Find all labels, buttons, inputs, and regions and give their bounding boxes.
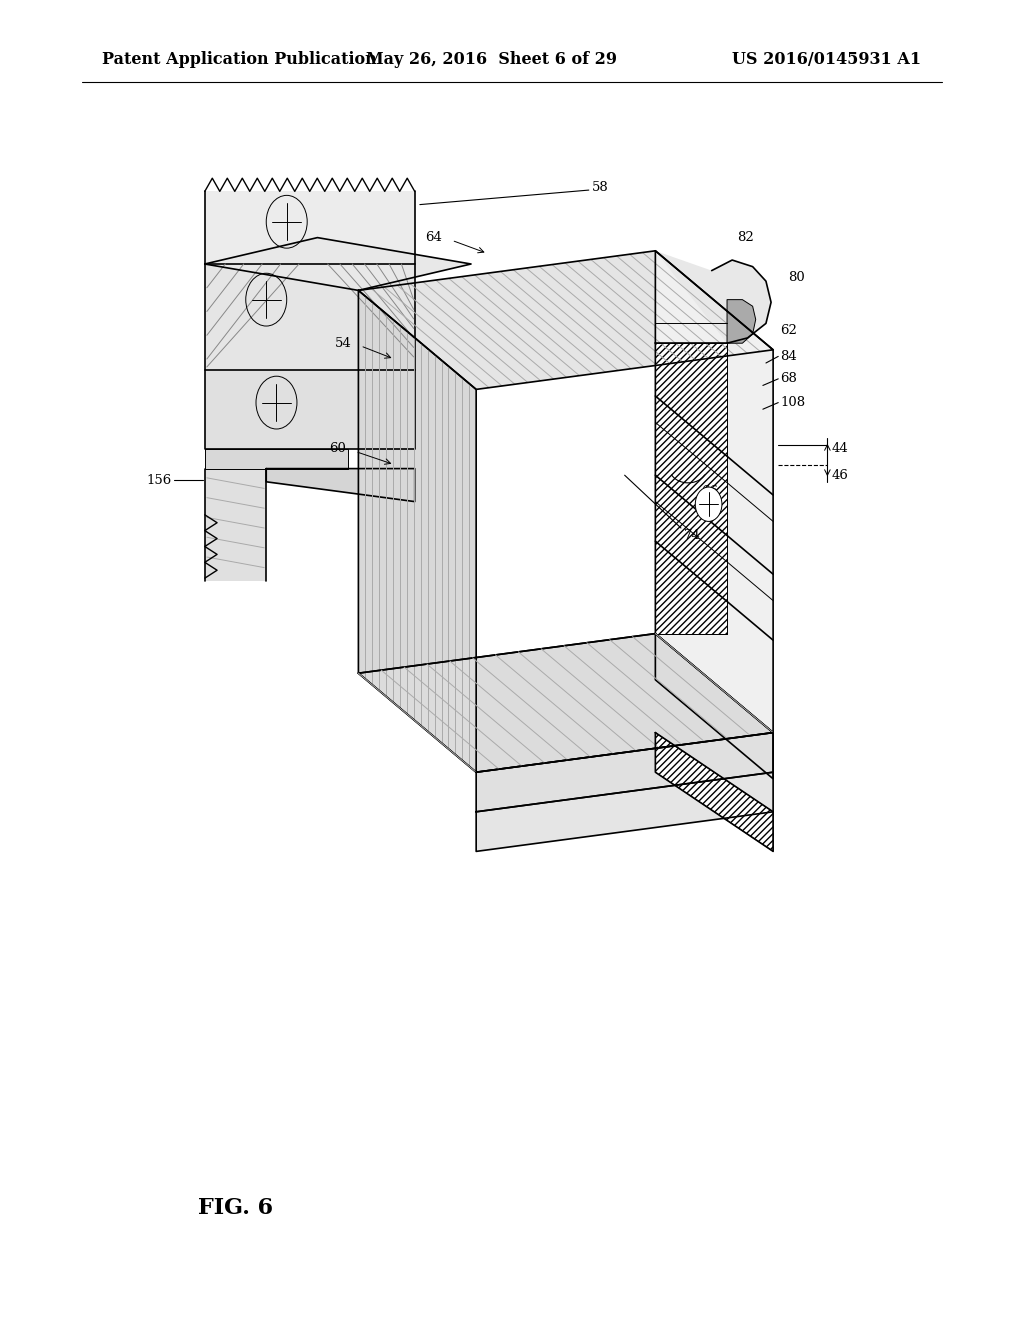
Polygon shape: [727, 300, 756, 343]
Polygon shape: [358, 251, 773, 389]
Polygon shape: [476, 772, 773, 851]
Polygon shape: [655, 251, 771, 343]
Text: 62: 62: [780, 323, 797, 337]
Polygon shape: [655, 634, 773, 779]
Polygon shape: [358, 634, 773, 772]
Text: 58: 58: [592, 181, 608, 194]
Circle shape: [695, 487, 722, 521]
Text: 84: 84: [780, 350, 797, 363]
Text: 66: 66: [701, 484, 719, 498]
Text: 60: 60: [330, 442, 346, 455]
Polygon shape: [205, 449, 348, 469]
Text: 156: 156: [146, 474, 172, 487]
Polygon shape: [205, 469, 266, 581]
Text: Patent Application Publication: Patent Application Publication: [102, 51, 377, 67]
Polygon shape: [205, 370, 415, 449]
Polygon shape: [476, 733, 773, 812]
Text: 54: 54: [335, 337, 351, 350]
Polygon shape: [266, 469, 415, 502]
Text: FIG. 6: FIG. 6: [198, 1197, 273, 1218]
Text: 46: 46: [831, 469, 848, 482]
Polygon shape: [205, 264, 415, 370]
Text: 64: 64: [426, 231, 442, 244]
Text: 68: 68: [780, 372, 797, 385]
Polygon shape: [655, 251, 773, 733]
Text: 82: 82: [737, 231, 754, 244]
Text: US 2016/0145931 A1: US 2016/0145931 A1: [732, 51, 922, 67]
Text: 80: 80: [788, 271, 805, 284]
Polygon shape: [205, 191, 415, 264]
Polygon shape: [205, 238, 471, 290]
Text: 44: 44: [831, 442, 848, 455]
Text: May 26, 2016  Sheet 6 of 29: May 26, 2016 Sheet 6 of 29: [366, 51, 617, 67]
Polygon shape: [358, 290, 476, 772]
Polygon shape: [655, 343, 727, 634]
Text: 108: 108: [780, 396, 806, 409]
Text: 74: 74: [684, 529, 700, 543]
Polygon shape: [655, 733, 773, 851]
